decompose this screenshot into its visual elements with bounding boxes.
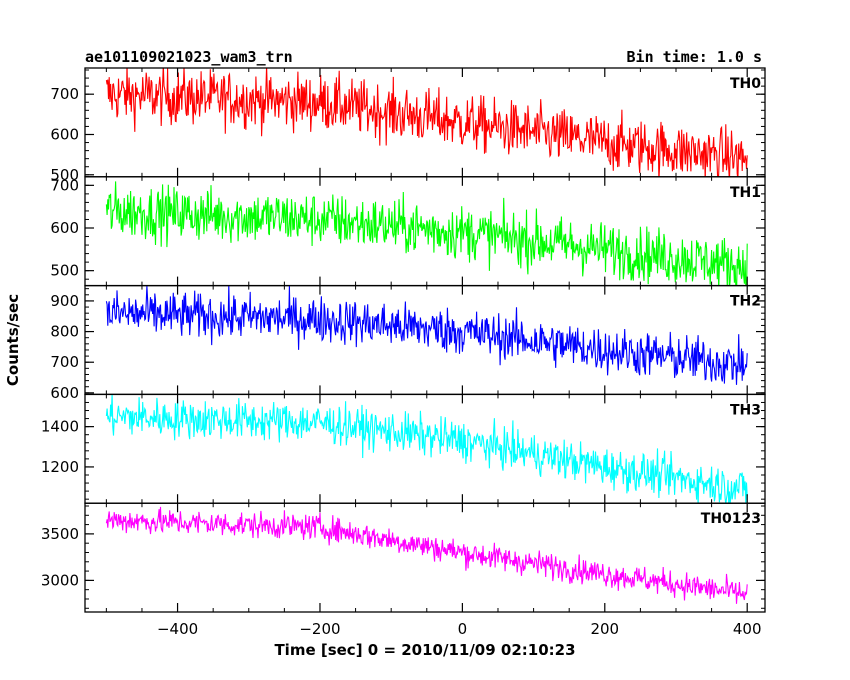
panel-label-th0: TH0 (730, 76, 761, 92)
x-tick-label: −400 (157, 620, 198, 638)
y-tick-label: 600 (50, 384, 79, 402)
y-tick-label: 500 (50, 262, 79, 280)
panel-th1: 500 600 700 TH1 (50, 176, 766, 287)
y-tick-label: 600 (50, 219, 79, 237)
panel-frame (84, 502, 766, 613)
x-tick-label: 200 (590, 620, 619, 638)
panel-label-th2: TH2 (730, 294, 761, 310)
chart-title: ae101109021023_wam3_trn (85, 48, 293, 66)
panel-th2: 600 700 800 900 TH2 (50, 284, 766, 402)
series-line-th1 (105, 181, 748, 286)
x-tick-label: 400 (733, 620, 762, 638)
y-tick-label: 1400 (41, 418, 79, 436)
y-tick-label: 700 (50, 85, 79, 103)
y-tick-label: 700 (50, 353, 79, 371)
y-tick-label: 700 (50, 176, 79, 194)
panels-group: 500 600 700 TH0 500 600 700 TH1 600 700 800 900 TH2 1… (41, 67, 766, 638)
x-tick-label: −200 (299, 620, 340, 638)
y-tick-label: 1200 (41, 458, 79, 476)
y-tick-label: 3500 (41, 525, 79, 543)
x-axis-label: Time [sec] 0 = 2010/11/09 02:10:23 (274, 641, 575, 659)
panel-th0123: 3000 3500 TH0123 (41, 502, 766, 613)
y-tick-label: 600 (50, 125, 79, 143)
y-tick-label: 900 (50, 292, 79, 310)
series-line-th3 (105, 394, 748, 504)
series-line-th0123 (105, 506, 748, 604)
panel-label-th1: TH1 (730, 185, 761, 201)
y-tick-label: 500 (50, 166, 79, 184)
series-line-th2 (105, 285, 748, 385)
bin-time-label: Bin time: 1.0 s (627, 48, 762, 66)
y-tick-label: 3000 (41, 571, 79, 589)
y-tick-label: 800 (50, 323, 79, 341)
panel-th0: 500 600 700 TH0 (50, 67, 766, 184)
y-axis-label: Counts/sec (4, 294, 22, 386)
series-line-th0 (105, 68, 748, 177)
panel-label-th3: TH3 (730, 402, 761, 418)
panel-label-th0123: TH0123 (701, 511, 761, 527)
panel-th3: 1200 1400 TH3 (41, 393, 766, 504)
x-tick-label: 0 (458, 620, 468, 638)
